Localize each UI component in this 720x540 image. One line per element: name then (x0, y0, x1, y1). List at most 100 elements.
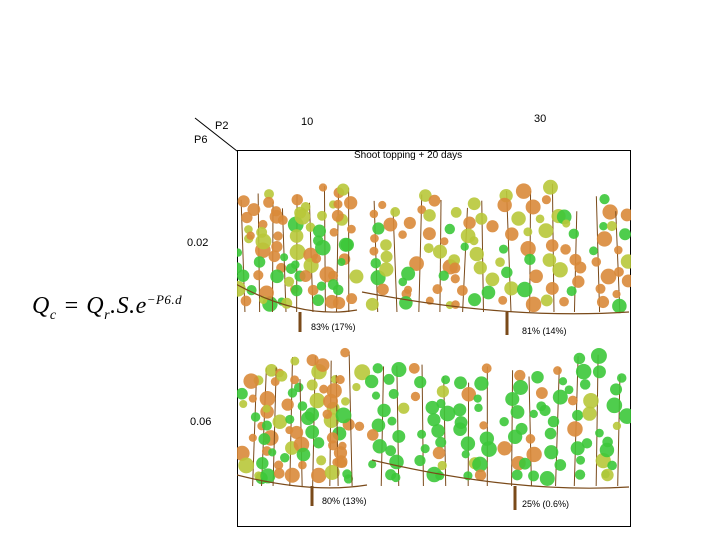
vine-leaf (326, 432, 339, 444)
formula-rhs-rest: .S.e (110, 293, 147, 319)
vine-leaf (525, 296, 542, 313)
formula-rhs-q: Q (86, 293, 105, 319)
vine-leaf (239, 399, 248, 409)
vine-leaf (552, 389, 568, 405)
vine-leaf (510, 405, 525, 419)
vine-leaf (270, 269, 284, 284)
vine-leaf (564, 385, 574, 395)
vine-leaf (583, 392, 599, 409)
vine-shoot (573, 356, 579, 487)
vine-leaf (274, 460, 284, 470)
vine-leaf (283, 276, 295, 287)
vine-leaf (529, 409, 538, 419)
vine-leaf (582, 406, 597, 421)
vine-leaf (240, 295, 252, 307)
vine-leaf (287, 388, 298, 398)
vine-leaf (544, 427, 557, 440)
vine-leaf (272, 414, 288, 430)
vine-leaf (369, 246, 379, 256)
vine-leaf (268, 448, 277, 457)
vine-leaf (599, 442, 615, 458)
vine-leaf (498, 244, 509, 254)
vine-leaf (306, 354, 319, 367)
vine-leaf (265, 364, 278, 377)
vine-leaf (340, 238, 354, 252)
formula-lhs: Q (32, 293, 50, 319)
vine-leaf (289, 229, 304, 243)
vine-leaf (307, 284, 319, 296)
vine-cordon (371, 459, 630, 489)
vine-leaf (423, 243, 434, 254)
vine-leaf (573, 352, 586, 365)
vine-leaf (620, 254, 631, 269)
vine-leaf (538, 223, 554, 239)
vine-leaf (499, 417, 509, 427)
vine-leaf (450, 274, 460, 284)
vine-leaf (505, 227, 519, 241)
vine-leaf (620, 208, 631, 222)
vine-leaf (524, 253, 536, 266)
vine-leaf (414, 376, 427, 389)
vine-leaf (312, 437, 325, 449)
vine-leaf (559, 296, 569, 307)
panel-title: Shoot topping + 20 days (354, 150, 463, 161)
vine-leaf (268, 250, 281, 263)
vine-leaf (607, 460, 617, 471)
vine-leaf (453, 422, 467, 436)
vine-leaf (619, 228, 631, 241)
vine-leaf (560, 244, 571, 255)
vine-leaf (567, 395, 578, 406)
vine-leaf (312, 294, 325, 307)
vine-leaf (543, 179, 558, 195)
vine-leaf (340, 347, 350, 358)
vine-leaf (284, 467, 300, 483)
vine-leaf (385, 445, 397, 457)
vine-leaf (479, 421, 488, 430)
vine-leaf (467, 197, 481, 211)
vine-leaf (276, 370, 288, 382)
vine-leaf (474, 403, 483, 413)
vine-leaf (341, 397, 350, 406)
vine-leaf (331, 209, 344, 222)
vine-leaf (311, 467, 327, 484)
vine-leaf (366, 429, 379, 441)
vine-leaf (481, 441, 497, 457)
vine-leaf (567, 421, 583, 437)
vine-leaf (317, 210, 327, 221)
vine-leaf (289, 244, 306, 261)
vine-leaf (383, 217, 398, 232)
vine-leaf (475, 212, 488, 225)
vine-leaf (590, 347, 607, 364)
vine-leaf (285, 414, 295, 424)
vine-leaf (334, 455, 348, 468)
vine-leaf (542, 253, 557, 267)
vine-leaf (610, 383, 623, 396)
vine-leaf (419, 189, 432, 202)
vine-leaf (294, 208, 311, 225)
vine-leaf (247, 203, 261, 216)
vine-leaf (436, 398, 446, 409)
column-label-30: 30 (534, 113, 547, 125)
vine-leaf (517, 281, 533, 298)
vine-leaf (371, 418, 386, 433)
vine-leaf (535, 214, 545, 224)
vine-leaf (498, 295, 508, 305)
vine-leaf (461, 387, 476, 402)
vine-leaf (388, 388, 399, 399)
vine-leaf (332, 296, 346, 310)
vine-leaf (481, 285, 496, 300)
vine-leaf (422, 227, 436, 241)
vine-leaf (495, 257, 505, 268)
vine-leaf (277, 215, 288, 226)
vine-leaf (344, 196, 358, 210)
vine-leaf (271, 240, 283, 253)
vine-shoot (373, 200, 379, 313)
vine-leaf (246, 231, 255, 240)
vine-leaf (253, 270, 264, 281)
vine-leaf (453, 403, 467, 417)
vine-leaf (431, 424, 445, 438)
vine-leaf (237, 195, 250, 208)
vine-cordon (361, 291, 630, 315)
vine-leaf (379, 262, 394, 277)
vine-leaf (451, 300, 460, 309)
